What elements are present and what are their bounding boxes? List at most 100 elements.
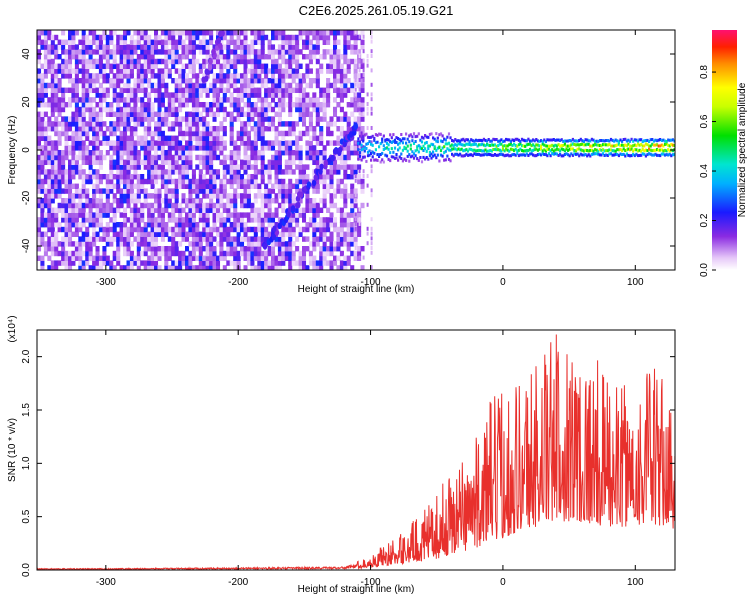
heatmap-cell (219, 126, 224, 132)
heatmap-cell (354, 63, 357, 68)
heatmap-cell (322, 226, 327, 233)
heatmap-cell (336, 87, 341, 93)
heatmap-cell (171, 135, 176, 141)
heatmap-cell (191, 116, 196, 122)
heatmap-carrier-cell (371, 150, 374, 154)
heatmap-carrier-cell (419, 156, 422, 159)
heatmap-cell (43, 92, 48, 98)
heatmap-cell (322, 246, 327, 252)
heatmap-carrier-cell (541, 149, 544, 153)
heatmap-cell (126, 140, 131, 146)
heatmap-cell (119, 231, 124, 237)
heatmap-cell (253, 212, 258, 218)
heatmap-cell (229, 82, 234, 89)
heatmap-cell (219, 183, 224, 189)
heatmap-cell (119, 174, 124, 180)
heatmap-cell (229, 73, 234, 79)
heatmap-cell (202, 126, 207, 132)
heatmap-cell (164, 231, 169, 237)
heatmap-streak-cell (272, 225, 277, 232)
heatmap-cell (129, 97, 134, 103)
heatmap-carrier-cell (481, 139, 484, 143)
heatmap-cell (171, 231, 176, 237)
heatmap-cell (298, 116, 303, 122)
heatmap-cell (116, 154, 121, 161)
heatmap-cell (57, 68, 62, 74)
heatmap-carrier-cell (659, 148, 662, 152)
heatmap-cell (102, 154, 107, 161)
heatmap-cell (305, 188, 310, 194)
heatmap-cell (78, 193, 83, 199)
heatmap-cell (288, 54, 293, 60)
heatmap-cell (123, 135, 128, 141)
heatmap-cell (88, 140, 93, 146)
heatmap-cell (74, 106, 79, 113)
heatmap-cell (102, 255, 107, 261)
heatmap-cell (147, 231, 152, 237)
heatmap-cell (50, 154, 55, 161)
heatmap-carrier-cell (382, 134, 385, 138)
heatmap-cell (353, 250, 358, 257)
heatmap-cell (291, 150, 296, 156)
heatmap-cell (37, 145, 42, 151)
heatmap-cell (143, 246, 148, 252)
heatmap-cell (284, 193, 289, 199)
heatmap-cell (105, 34, 110, 41)
heatmap-cell (315, 78, 320, 84)
heatmap-cell (143, 140, 148, 146)
heatmap-cell (116, 140, 121, 146)
heatmap-cell (284, 49, 289, 55)
heatmap-cell (243, 39, 248, 45)
heatmap-cell (336, 49, 341, 55)
heatmap-cell (205, 73, 210, 79)
heatmap-cell (43, 140, 48, 146)
heatmap-cell (370, 188, 373, 193)
heatmap-cell (150, 174, 155, 180)
heatmap-cell (119, 140, 124, 146)
heatmap-cell (346, 87, 351, 93)
heatmap-carrier-cell (555, 144, 559, 148)
heatmap-cell (250, 236, 255, 242)
heatmap-carrier-cell (655, 148, 659, 151)
heatmap-carrier-cell (611, 149, 614, 153)
heatmap-cell (167, 102, 172, 108)
heatmap-cell (302, 102, 307, 108)
heatmap-cell (88, 54, 93, 60)
heatmap-cell (61, 58, 66, 65)
heatmap-cell (315, 82, 320, 89)
heatmap-cell (54, 63, 59, 69)
heatmap-carrier-cell (671, 143, 674, 147)
heatmap-cell (298, 73, 303, 79)
heatmap-carrier-cell (365, 147, 368, 150)
heatmap-cell (315, 226, 320, 233)
heatmap-carrier-cell (587, 153, 590, 157)
heatmap-cell (171, 140, 176, 146)
heatmap-cell (37, 246, 42, 252)
heatmap-cell (150, 68, 155, 74)
heatmap-cell (160, 217, 165, 223)
heatmap-cell (81, 241, 86, 247)
heatmap-cell (312, 135, 317, 141)
heatmap-cell (147, 265, 152, 270)
heatmap-cell (47, 212, 52, 218)
heatmap-cell (136, 159, 141, 165)
heatmap-cell (346, 68, 351, 74)
heatmap-cell (133, 255, 138, 261)
heatmap-cell (315, 106, 320, 113)
heatmap-cell (233, 49, 238, 55)
heatmap-carrier-cell (482, 143, 485, 147)
heatmap-cell (216, 106, 221, 113)
heatmap-cell (212, 145, 217, 151)
heatmap-cell (253, 193, 258, 199)
heatmap-cell (243, 111, 248, 117)
heatmap-carrier-cell (430, 132, 433, 136)
heatmap-cell (112, 92, 117, 98)
heatmap-cell (216, 54, 221, 60)
heatmap-cell (50, 246, 55, 252)
heatmap-carrier-cell (400, 133, 403, 136)
heatmap-cell (205, 241, 210, 247)
heatmap-cell (246, 82, 251, 89)
heatmap-cell (198, 260, 203, 266)
heatmap-cell (40, 169, 45, 175)
heatmap-carrier-cell (605, 139, 608, 142)
